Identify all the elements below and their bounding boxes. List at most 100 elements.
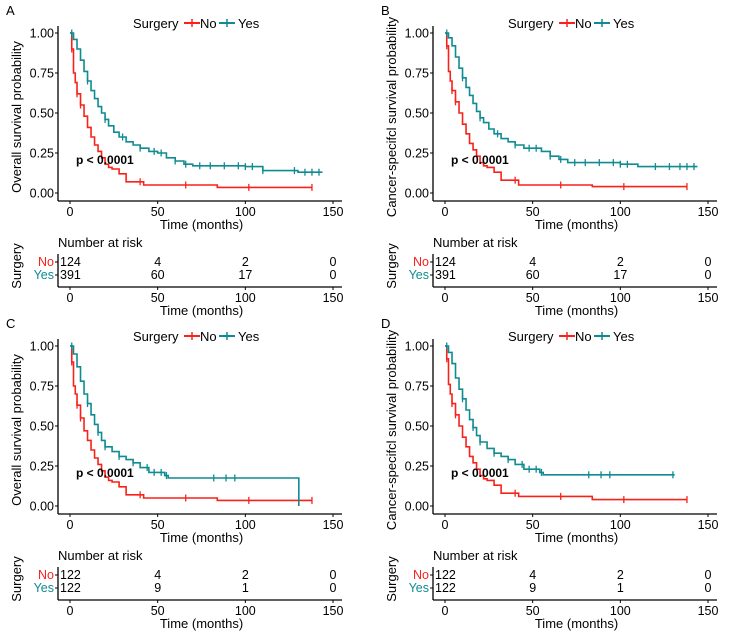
x-tick-label: 100	[235, 205, 256, 219]
x-tick-label: 0	[67, 205, 74, 219]
risk-group-label: Surgery	[9, 556, 24, 602]
risk-value: 1	[242, 581, 249, 595]
risk-row-label-yes: Yes	[34, 581, 54, 595]
x-axis-title: Time (months)	[160, 217, 243, 232]
panel-label: C	[6, 316, 15, 331]
y-tick-label: 0.50	[30, 420, 54, 434]
risk-value: 4	[154, 255, 161, 269]
x-tick-label: 100	[610, 205, 631, 219]
legend: Surgery No Yes	[133, 16, 260, 31]
x-tick-label: 150	[698, 518, 719, 532]
legend-label-no: No	[200, 329, 217, 344]
risk-row-label-no: No	[38, 568, 54, 582]
km-curve-no	[70, 345, 312, 502]
risk-value: 2	[617, 568, 624, 582]
risk-x-axis-title: Time (months)	[535, 303, 618, 318]
km-curve-no	[445, 345, 687, 501]
y-tick-label: 0.25	[30, 460, 54, 474]
risk-value: 17	[238, 268, 252, 282]
risk-value: 9	[529, 581, 536, 595]
y-tick-label: 0.25	[30, 147, 54, 161]
risk-value: 124	[60, 255, 81, 269]
km-curve-yes	[445, 345, 675, 476]
legend: Surgery No Yes	[508, 16, 635, 31]
x-tick-label: 0	[67, 518, 74, 532]
x-axis-title: Time (months)	[535, 530, 618, 545]
risk-value: 391	[60, 268, 81, 282]
risk-x-tick-label: 50	[151, 291, 165, 305]
risk-row-label-yes: Yes	[409, 581, 429, 595]
y-axis-title: Overall survival probability	[9, 354, 24, 506]
legend-label-no: No	[575, 329, 592, 344]
legend-title: Surgery	[508, 329, 554, 344]
risk-x-tick-label: 0	[67, 604, 74, 618]
risk-x-tick-label: 0	[442, 604, 449, 618]
km-curve-no	[70, 32, 312, 189]
y-axis-title: Cancer-specifcl survival probability	[384, 16, 399, 217]
x-tick-label: 150	[698, 205, 719, 219]
risk-x-tick-label: 100	[610, 291, 631, 305]
risk-value: 9	[154, 581, 161, 595]
risk-value: 2	[242, 255, 249, 269]
risk-x-tick-label: 150	[323, 604, 344, 618]
legend-title: Surgery	[133, 16, 179, 31]
risk-value: 4	[154, 568, 161, 582]
x-tick-label: 150	[323, 205, 344, 219]
x-tick-label: 50	[526, 518, 540, 532]
legend-title: Surgery	[133, 329, 179, 344]
risk-x-tick-label: 50	[151, 604, 165, 618]
risk-x-tick-label: 50	[526, 604, 540, 618]
legend-label-yes: Yes	[238, 329, 260, 344]
risk-row-label-no: No	[413, 255, 429, 269]
risk-value: 4	[529, 568, 536, 582]
risk-value: 60	[151, 268, 165, 282]
x-axis-title: Time (months)	[535, 217, 618, 232]
risk-value: 0	[705, 581, 712, 595]
y-axis-title: Overall survival probability	[9, 41, 24, 193]
legend: Surgery No Yes	[133, 329, 260, 344]
legend: Surgery No Yes	[508, 329, 635, 344]
risk-value: 0	[705, 268, 712, 282]
risk-table-title: Number at risk	[58, 235, 143, 250]
y-tick-label: 0.25	[405, 147, 429, 161]
risk-value: 0	[330, 255, 337, 269]
risk-group-label: Surgery	[384, 243, 399, 289]
risk-value: 4	[529, 255, 536, 269]
risk-value: 2	[242, 568, 249, 582]
y-tick-label: 0.75	[405, 67, 429, 81]
risk-value: 17	[613, 268, 627, 282]
risk-value: 122	[435, 568, 456, 582]
risk-value: 122	[60, 568, 81, 582]
y-tick-label: 0.75	[30, 380, 54, 394]
km-curve-yes	[445, 32, 698, 168]
y-tick-label: 1.00	[405, 27, 429, 41]
risk-table-title: Number at risk	[433, 548, 518, 563]
risk-x-tick-label: 0	[67, 291, 74, 305]
risk-value: 1	[617, 581, 624, 595]
x-axis-title: Time (months)	[160, 530, 243, 545]
x-tick-label: 100	[610, 518, 631, 532]
risk-x-tick-label: 150	[698, 604, 719, 618]
x-tick-label: 0	[442, 518, 449, 532]
risk-value: 0	[705, 255, 712, 269]
y-tick-label: 0.75	[405, 380, 429, 394]
y-tick-label: 0.50	[405, 107, 429, 121]
panel-label: D	[381, 316, 390, 331]
risk-value: 0	[330, 581, 337, 595]
panel-label: A	[6, 3, 15, 18]
x-tick-label: 50	[151, 205, 165, 219]
p-value-annotation: p < 0.0001	[451, 153, 509, 167]
risk-row-label-yes: Yes	[34, 268, 54, 282]
y-tick-label: 0.50	[405, 420, 429, 434]
x-tick-label: 150	[323, 518, 344, 532]
risk-value: 0	[705, 568, 712, 582]
risk-value: 391	[435, 268, 456, 282]
y-axis-title: Cancer-specifcl survival probability	[384, 329, 399, 530]
p-value-annotation: p < 0.0001	[76, 153, 134, 167]
risk-x-tick-label: 150	[698, 291, 719, 305]
risk-x-tick-label: 150	[323, 291, 344, 305]
